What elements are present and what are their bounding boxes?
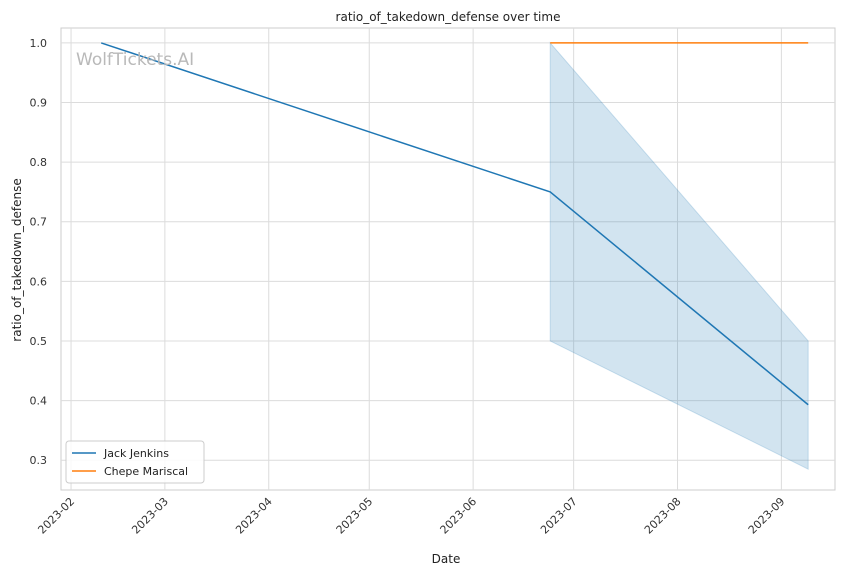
x-tick-label: 2023-05 <box>334 495 376 537</box>
x-tick-label: 2023-07 <box>538 495 580 537</box>
watermark: WolfTickets.AI <box>76 50 194 70</box>
x-tick-label: 2023-06 <box>438 495 480 537</box>
x-tick-label: 2023-08 <box>642 495 684 537</box>
x-tick-label: 2023-02 <box>35 495 77 537</box>
band-jack-jenkins <box>549 41 809 470</box>
y-tick-label: 0.9 <box>30 97 48 110</box>
y-tick-label: 0.5 <box>30 335 48 348</box>
series-lines <box>100 42 809 406</box>
y-tick-label: 0.6 <box>30 275 48 288</box>
y-tick-label: 1.0 <box>30 37 48 50</box>
legend: Jack Jenkins Chepe Mariscal <box>65 440 205 484</box>
confidence-bands <box>549 41 809 470</box>
y-tick-label: 0.4 <box>30 395 48 408</box>
legend-label-chepe-mariscal: Chepe Mariscal <box>104 465 188 478</box>
x-tick-label: 2023-04 <box>233 495 275 537</box>
y-tick-label: 0.7 <box>30 216 48 229</box>
x-axis-title: Date <box>432 552 461 566</box>
y-tick-label: 0.8 <box>30 156 48 169</box>
y-tick-label: 0.3 <box>30 454 48 467</box>
legend-label-jack-jenkins: Jack Jenkins <box>103 447 169 460</box>
y-tick-labels: 0.3 0.4 0.5 0.6 0.7 0.8 0.9 1.0 <box>30 37 48 467</box>
line-jack-jenkins <box>100 42 809 406</box>
x-tick-label: 2023-03 <box>129 495 171 537</box>
x-tick-label: 2023-09 <box>746 495 788 537</box>
chart-title: ratio_of_takedown_defense over time <box>336 10 561 24</box>
y-axis-title: ratio_of_takedown_defense <box>10 178 24 341</box>
legend-box <box>65 440 205 484</box>
x-tick-labels: 2023-02 2023-03 2023-04 2023-05 2023-06 2023-… <box>35 495 787 537</box>
plot-area <box>60 27 836 491</box>
